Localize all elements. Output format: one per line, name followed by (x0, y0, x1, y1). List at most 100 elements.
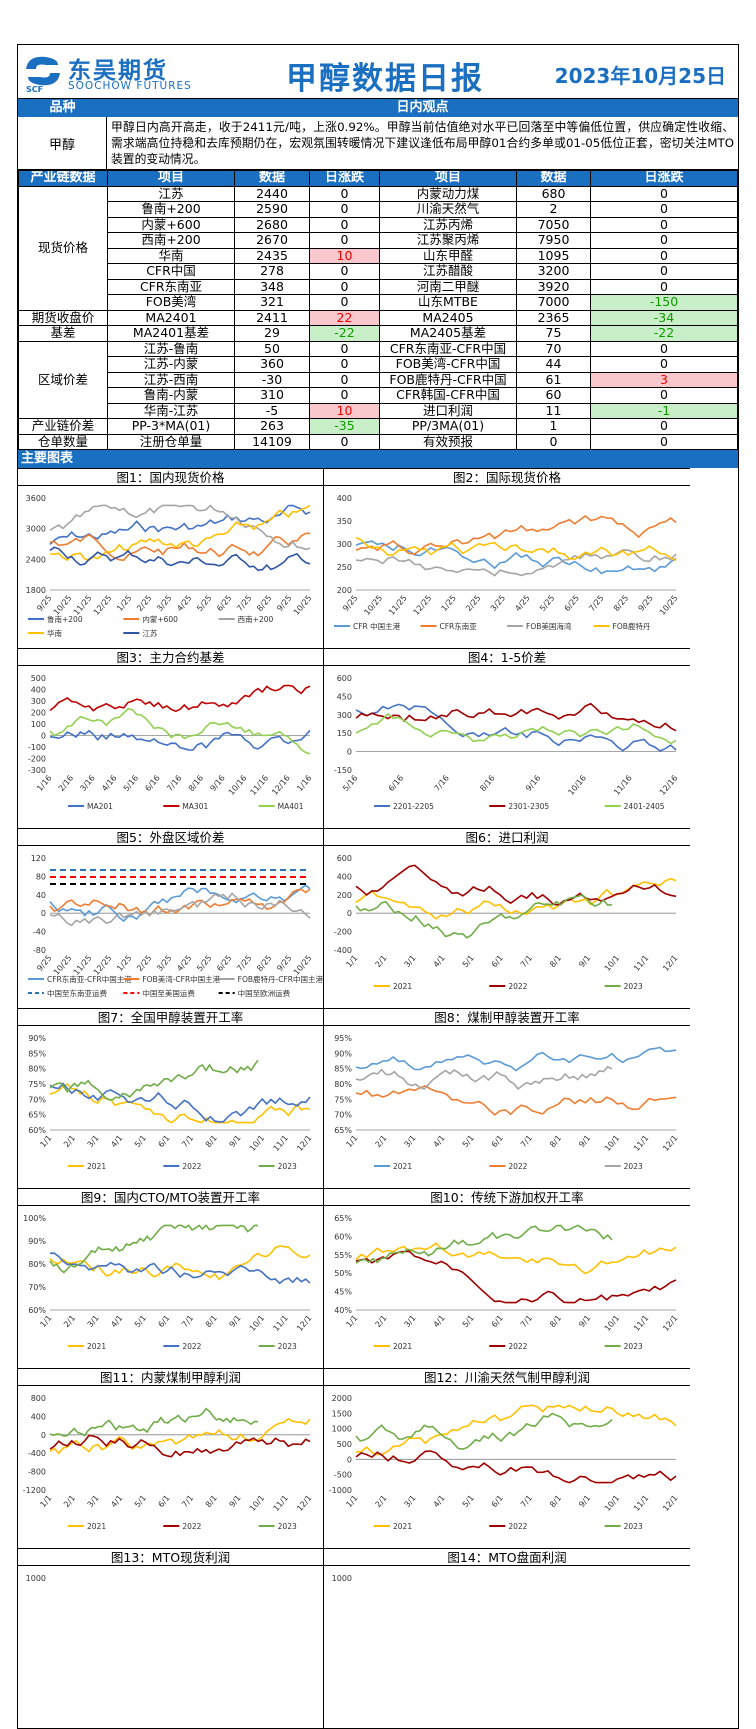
series-line (355, 1412, 613, 1450)
x-tick-label: 4/1 (109, 1494, 124, 1510)
chart-panel: 图8：煤制甲醇装置开工率 95% 90% 85% 80% 75% 70% 65% 1/1 2/1 3… (324, 1008, 690, 1188)
x-tick-label: 7/16 (433, 774, 451, 794)
line-chart: 95% 90% 85% 80% 75% 70% 65%1/1 2/1 3/1 4/1 5/1 6/1 7… (334, 1034, 679, 1171)
x-tick-label: 5/1 (461, 1134, 476, 1150)
x-tick-label: 3/1 (86, 1314, 101, 1330)
x-tick-label: 4/25 (513, 594, 531, 614)
x-tick-label: 8/25 (255, 954, 273, 974)
report-date: 2023年10月25日 (554, 64, 726, 88)
x-tick-label: 2/25 (464, 594, 482, 614)
y-tick-label: 400 (337, 494, 352, 503)
x-tick-label: 2/1 (62, 1314, 77, 1330)
series-line (49, 546, 311, 572)
y-tick-label: 400 (337, 872, 352, 881)
y-tick-label: -500 (334, 1471, 352, 1480)
report-title: 甲醇数据日报 (286, 61, 484, 97)
line-chart: 1000 (332, 1574, 352, 1583)
table-cell: 2 (516, 201, 591, 218)
legend-label: 2023 (624, 1522, 643, 1531)
table-cell: 河南二甲醚 (379, 278, 517, 295)
line-chart: 90% 85% 80% 75% 70% 65% 60%1/1 2/1 3/1 4/1 5/1 6/1 7… (28, 1034, 313, 1171)
table-header: 数据 (516, 170, 591, 187)
table-cell: 7000 (516, 294, 591, 311)
x-tick-label: 7/1 (180, 1494, 195, 1510)
table-row: 内蒙+600 2680 0 江苏丙烯 7050 0 (19, 216, 738, 233)
group-label: 仓单数量 (18, 433, 108, 450)
x-tick-label: 12/16 (658, 774, 680, 797)
report: SCF 东吴期货 SOOCHOW FUTURES 甲醇数据日报 2023年10月… (17, 44, 739, 1729)
x-tick-label: 1/1 (344, 1494, 359, 1510)
table-cell: 0 (590, 340, 738, 357)
series-line (355, 1450, 677, 1484)
x-tick-label: 4/25 (175, 954, 193, 974)
series-line (49, 1082, 311, 1123)
chart-title: 图10：传统下游加权开工率 (324, 1188, 690, 1206)
series-line (355, 1404, 677, 1456)
legend-label: 中国至东南亚运费 (47, 988, 107, 998)
legend-label: 2023 (624, 1342, 643, 1351)
y-tick-label: 50% (334, 1269, 352, 1278)
chart-panel: 图2：国际现货价格 400 350 300 250 200 9/25 10/25 11/25 12… (324, 468, 690, 648)
table-cell: 360 (234, 356, 310, 373)
x-tick-label: 12/1 (295, 1134, 313, 1154)
series-line (355, 1065, 613, 1091)
table-cell: 263 (234, 418, 310, 435)
x-tick-label: 1/25 (115, 954, 133, 974)
x-tick-label: 5/1 (461, 954, 476, 970)
legend-label: MA401 (278, 802, 304, 811)
table-cell: 2680 (234, 216, 310, 233)
x-tick-label: 10/25 (52, 594, 74, 617)
chart-title: 图12：川渝天然气制甲醇利润 (324, 1368, 690, 1386)
legend-label: MA201 (87, 802, 113, 811)
table-cell: 鲁南-内蒙 (107, 387, 235, 404)
table-cell: 江苏丙烯 (379, 216, 517, 233)
view-col1: 品种 (49, 100, 76, 115)
series-line (49, 884, 311, 923)
table-cell: 0 (309, 356, 380, 373)
chart-title: 图3：主力合约基差 (18, 648, 323, 666)
y-tick-label: 90% (28, 1034, 46, 1043)
x-tick-label: 1/25 (115, 594, 133, 614)
legend-label: 内蒙+600 (142, 614, 178, 624)
x-tick-label: 8/1 (204, 1494, 219, 1510)
x-tick-label: 4/1 (432, 954, 447, 970)
table-cell: -22 (309, 325, 380, 342)
chart-panel: 图6：进口利润 600 400 200 0 -200 -400 1/1 2/1 3/1 4/1 5/1… (324, 828, 690, 1008)
legend-label: 2301-2305 (508, 802, 549, 811)
view-text: 甲醇日内高开高走，收于2411元/吨，上涨0.92%。甲醇当前估值绝对水平已回落… (111, 120, 734, 166)
x-tick-label: 6/1 (490, 1134, 505, 1150)
table-cell: 1095 (516, 247, 591, 264)
x-tick-label: 10/1 (248, 1314, 266, 1334)
y-tick-label: 60% (334, 1232, 352, 1241)
chart-title: 图4：1-5价差 (324, 648, 690, 666)
x-tick-label: 10/25 (658, 594, 680, 617)
x-tick-label: 5/1 (461, 1314, 476, 1330)
chart-panel: 图12：川渝天然气制甲醇利润 2000 1500 1000 500 0 -500 -1000 1… (324, 1368, 690, 1548)
x-tick-label: 2/1 (373, 954, 388, 970)
x-tick-label: 6/25 (563, 594, 581, 614)
legend-label: 2021 (87, 1522, 106, 1531)
table-cell: 50 (234, 340, 310, 357)
chart-title: 图5：外盘区域价差 (18, 828, 323, 846)
x-tick-label: 5/1 (133, 1494, 148, 1510)
group-label: 产业链价差 (18, 418, 108, 435)
chart-panel: 图11：内蒙煤制甲醇利润 800 400 0 -400 -800 -1200 1/1 2/1 3/… (18, 1368, 324, 1548)
series-line (49, 532, 311, 562)
table-cell: 44 (516, 356, 591, 373)
x-tick-label: 1/1 (38, 1494, 53, 1510)
logo-icon: SCF (26, 56, 60, 93)
table-cell: CFR东南亚-CFR中国 (379, 340, 517, 357)
table-cell: 注册仓单量 (107, 433, 235, 450)
table-cell: -35 (309, 418, 380, 435)
y-tick-label: 500 (337, 1440, 352, 1449)
legend-label: FOB鹿特丹-CFR中国主港 (238, 974, 324, 984)
table-cell: FOB美湾 (107, 294, 235, 311)
y-tick-label: 75% (334, 1095, 352, 1104)
table-cell: 川渝天然气 (379, 201, 517, 218)
logo-en: SOOCHOW FUTURES (68, 80, 192, 92)
x-tick-label: 11/1 (632, 954, 650, 974)
table-cell: 29 (234, 325, 310, 342)
table-cell: 0 (590, 232, 738, 249)
